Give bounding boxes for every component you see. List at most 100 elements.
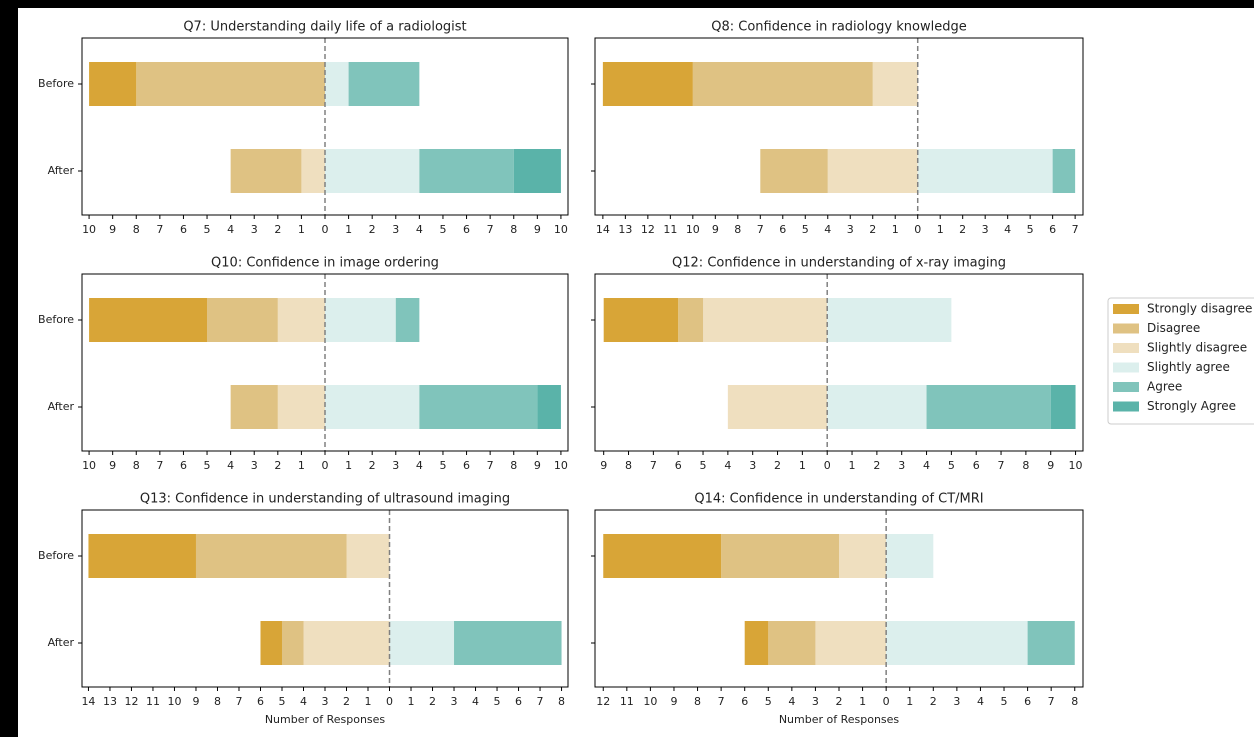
x-tick-label: 12 <box>641 223 655 236</box>
x-tick-label: 2 <box>369 459 376 472</box>
bar-segment <box>703 298 828 342</box>
bar-segment <box>281 621 304 665</box>
x-tick-label: 5 <box>948 459 955 472</box>
bar-segment <box>926 385 1051 429</box>
x-tick-label: 4 <box>1004 223 1011 236</box>
chart-title: Q12: Confidence in understanding of x-ra… <box>672 256 1006 271</box>
bar-segment <box>537 385 561 429</box>
bar-segment <box>277 385 325 429</box>
x-tick-label: 0 <box>883 695 890 708</box>
x-tick-label: 4 <box>227 459 234 472</box>
x-tick-label: 2 <box>959 223 966 236</box>
x-tick-label: 6 <box>257 695 264 708</box>
x-tick-label: 6 <box>779 223 786 236</box>
x-tick-label: 5 <box>1001 695 1008 708</box>
x-tick-label: 7 <box>718 695 725 708</box>
legend-label: Slightly agree <box>1147 360 1230 374</box>
x-tick-label: 3 <box>251 223 258 236</box>
x-tick-label: 2 <box>869 223 876 236</box>
x-tick-label: 2 <box>274 223 281 236</box>
x-tick-label: 6 <box>741 695 748 708</box>
bar-segment <box>346 534 390 578</box>
x-tick-label: 4 <box>788 695 795 708</box>
x-tick-label: 7 <box>487 223 494 236</box>
x-tick-label: 10 <box>1069 459 1083 472</box>
bar-segment <box>760 149 828 193</box>
x-tick-label: 6 <box>180 223 187 236</box>
x-tick-label: 2 <box>836 695 843 708</box>
x-tick-label: 7 <box>487 459 494 472</box>
x-tick-label: 1 <box>365 695 372 708</box>
x-tick-label: 10 <box>82 223 96 236</box>
x-tick-label: 5 <box>204 223 211 236</box>
y-tick-label: Before <box>38 549 74 562</box>
x-tick-label: 14 <box>596 223 610 236</box>
x-tick-label: 1 <box>298 223 305 236</box>
x-tick-label: 5 <box>700 459 707 472</box>
x-tick-label: 7 <box>998 459 1005 472</box>
y-tick-label: Before <box>38 77 74 90</box>
x-tick-label: 2 <box>343 695 350 708</box>
chart-title: Q7: Understanding daily life of a radiol… <box>183 20 466 35</box>
x-tick-label: 4 <box>227 223 234 236</box>
x-axis-label: Number of Responses <box>779 713 900 726</box>
x-tick-label: 7 <box>1048 695 1055 708</box>
chart-title: Q14: Confidence in understanding of CT/M… <box>694 492 983 507</box>
x-tick-label: 1 <box>906 695 913 708</box>
legend-label: Disagree <box>1147 321 1200 335</box>
y-tick-label: After <box>48 400 75 413</box>
x-tick-label: 10 <box>554 223 568 236</box>
bar-segment <box>325 385 420 429</box>
bar-segment <box>230 149 302 193</box>
x-tick-label: 1 <box>345 223 352 236</box>
x-tick-label: 2 <box>429 695 436 708</box>
x-tick-label: 5 <box>802 223 809 236</box>
bar-segment <box>603 534 722 578</box>
bar-segment <box>839 534 887 578</box>
canvas <box>18 8 1254 737</box>
x-tick-label: 5 <box>439 223 446 236</box>
x-tick-label: 3 <box>451 695 458 708</box>
legend-label: Strongly disagree <box>1147 302 1252 316</box>
x-tick-label: 4 <box>977 695 984 708</box>
x-tick-label: 9 <box>600 459 607 472</box>
x-tick-label: 5 <box>1027 223 1034 236</box>
x-tick-label: 6 <box>1049 223 1056 236</box>
bar-segment <box>325 298 396 342</box>
bar-segment <box>348 62 420 106</box>
bar-segment <box>395 298 420 342</box>
bar-segment <box>325 62 349 106</box>
x-tick-label: 3 <box>982 223 989 236</box>
x-tick-label: 8 <box>558 695 565 708</box>
bar-segment <box>89 298 208 342</box>
bar-segment <box>603 298 679 342</box>
legend-swatch <box>1113 401 1139 412</box>
x-tick-label: 5 <box>765 695 772 708</box>
legend-swatch <box>1113 382 1139 392</box>
legend-label: Strongly Agree <box>1147 399 1236 413</box>
x-tick-label: 1 <box>298 459 305 472</box>
x-tick-label: 1 <box>937 223 944 236</box>
x-tick-label: 3 <box>898 459 905 472</box>
x-tick-label: 9 <box>109 223 116 236</box>
x-tick-label: 5 <box>494 695 501 708</box>
legend-box <box>1107 297 1254 425</box>
x-tick-label: 10 <box>167 695 181 708</box>
bar-segment <box>727 385 828 429</box>
x-tick-label: 8 <box>510 459 517 472</box>
x-tick-label: 0 <box>386 695 393 708</box>
x-tick-label: 3 <box>322 695 329 708</box>
bar-segment <box>513 149 561 193</box>
chart-title: Q10: Confidence in image ordering <box>211 256 439 271</box>
x-tick-label: 8 <box>510 223 517 236</box>
bar-segment <box>815 621 887 665</box>
bar-segment <box>827 298 952 342</box>
x-tick-label: 8 <box>625 459 632 472</box>
bar-segment <box>744 621 769 665</box>
x-tick-label: 4 <box>416 459 423 472</box>
bar-segment <box>207 298 278 342</box>
x-tick-label: 8 <box>1022 459 1029 472</box>
x-tick-label: 1 <box>408 695 415 708</box>
x-tick-label: 6 <box>1024 695 1031 708</box>
